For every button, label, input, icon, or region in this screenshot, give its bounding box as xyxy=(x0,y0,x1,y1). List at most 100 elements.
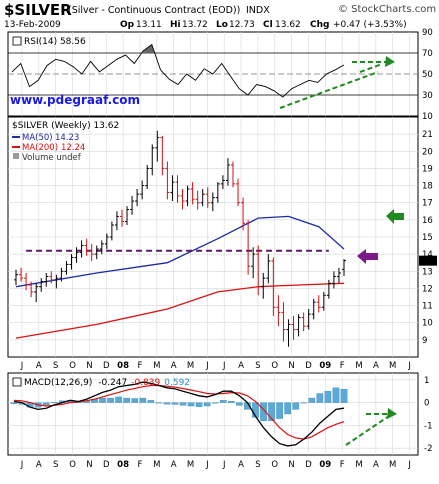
price-x-tick-label: A xyxy=(171,361,177,371)
price-x-tick-label: N xyxy=(86,361,92,371)
macd-histogram-bar xyxy=(195,402,203,407)
price-title: $SILVER (Weekly) 13.62 xyxy=(12,121,119,131)
rsi-y-tick-label: 30 xyxy=(422,91,433,101)
macd-histogram-bar xyxy=(155,402,163,404)
rsi-arrowhead-icon xyxy=(385,56,395,67)
macd-x-tick-label: 09 xyxy=(319,460,331,470)
rsi-y-tick-label: 70 xyxy=(422,49,433,59)
macd-x-tick-label: M xyxy=(153,460,160,470)
macd-histogram-bar xyxy=(228,401,235,403)
current-price-box xyxy=(419,255,437,266)
macd-x-tick-label: N xyxy=(288,460,294,470)
macd-histogram-bar xyxy=(211,402,219,404)
macd-histogram-bar xyxy=(10,402,18,404)
macd-y-tick-label: -2 xyxy=(424,444,432,454)
price-x-tick-label: 08 xyxy=(117,361,129,371)
macd-x-tick-label: F xyxy=(138,460,143,470)
macd-histogram-bar xyxy=(179,402,187,406)
open-label: Op xyxy=(120,20,135,30)
macd-histogram-bar xyxy=(316,393,324,403)
price-x-tick-label: F xyxy=(340,361,345,371)
price-x-tick-label: A xyxy=(373,361,379,371)
macd-arrowhead-icon xyxy=(387,408,397,419)
macd-x-tick-label: F xyxy=(340,460,345,470)
macd-histogram-bar xyxy=(324,391,332,403)
price-x-tick-label: D xyxy=(103,361,110,371)
macd-layer xyxy=(10,381,348,447)
price-x-tick-label: O xyxy=(271,361,278,371)
watermark: www.pdegraaf.com xyxy=(10,93,140,107)
macd-x-tick-label: A xyxy=(373,460,379,470)
macd-x-tick-label: S xyxy=(53,460,58,470)
rsi-y-tick-label: 50 xyxy=(422,70,433,80)
price-x-tick-label: M xyxy=(355,361,362,371)
price-x-tick-label: J xyxy=(407,361,411,371)
macd-y-tick-label: -1 xyxy=(424,421,432,431)
macd-x-tick-label: O xyxy=(69,460,76,470)
macd-x-tick-label: N xyxy=(86,460,92,470)
close-label: Cl xyxy=(263,20,273,30)
purple-arrow-icon xyxy=(357,249,378,264)
ma50-line xyxy=(15,215,345,288)
macd-histogram-bar xyxy=(147,400,155,403)
macd-x-tick-label: D xyxy=(305,460,312,470)
price-y-tick-label: 19 xyxy=(422,164,433,174)
macd-x-tick-label: D xyxy=(103,460,110,470)
price-x-tick-label: M xyxy=(187,361,194,371)
rsi-trend-arrow xyxy=(279,71,379,109)
macd-histogram-bar xyxy=(50,402,58,403)
ma200-line xyxy=(15,282,345,339)
change-value: +0.47 (+3.53%) xyxy=(333,20,407,30)
macd-panel xyxy=(7,372,419,456)
price-x-tick-label: S xyxy=(53,361,58,371)
rsi-line xyxy=(11,43,345,98)
price-x-tick-label: J xyxy=(20,361,24,371)
symbol-title: $SILVER xyxy=(4,1,72,19)
low-value: 12.73 xyxy=(229,20,255,30)
macd-title: MACD(12,26,9) -0.247 -0.839 0.592 xyxy=(24,378,190,388)
macd-histogram-bar xyxy=(99,397,106,403)
symbol-description: (Silver - Continuous Contract (EOD)) xyxy=(68,5,240,16)
ma200-legend-name: MA(200) xyxy=(22,143,58,153)
date-label: 13-Feb-2009 xyxy=(4,20,61,30)
price-x-tick-label: M xyxy=(153,361,160,371)
macd-x-tick-label: J xyxy=(205,460,209,470)
macd-histogram-bar xyxy=(308,397,316,403)
price-y-tick-label: 21 xyxy=(422,130,433,140)
price-x-tick-label: J xyxy=(205,361,209,371)
macd-histogram-bar xyxy=(139,397,147,403)
price-y-tick-label: 16 xyxy=(422,216,433,226)
macd-histogram-bar xyxy=(115,396,122,403)
macd-histogram-bar xyxy=(340,388,348,403)
price-x-tick-label: F xyxy=(138,361,143,371)
change-label: Chg xyxy=(310,20,329,30)
price-x-tick-label: S xyxy=(255,361,260,371)
macd-x-tick-label: A xyxy=(36,460,42,470)
exchange-label: INDX xyxy=(246,5,270,16)
price-x-tick-label: J xyxy=(222,361,226,371)
price-x-tick-label: 09 xyxy=(319,361,331,371)
macd-histogram-bar xyxy=(187,402,195,407)
price-x-tick-label: A xyxy=(36,361,42,371)
rsi-target-arrow xyxy=(352,61,388,73)
macd-histogram-bar xyxy=(123,397,130,403)
macd-x-tick-label: 08 xyxy=(117,460,129,470)
price-x-tick-label: N xyxy=(288,361,294,371)
price-y-tick-label: 14 xyxy=(422,250,433,260)
macd-histogram-bar xyxy=(131,398,139,403)
ma200-legend-value: 12.24 xyxy=(61,143,85,153)
ma50-legend-name: MA(50) xyxy=(22,133,53,143)
price-y-tick-label: 18 xyxy=(422,182,433,192)
macd-histogram-bar xyxy=(292,402,300,410)
macd-histogram-bar xyxy=(260,402,267,421)
volume-legend: Volume undef xyxy=(22,153,82,163)
price-x-tick-label: M xyxy=(389,361,396,371)
high-label: Hi xyxy=(170,20,181,30)
macd-histogram-bar xyxy=(332,387,340,403)
price-y-tick-label: 12 xyxy=(422,284,433,294)
macd-y-tick-label: 1 xyxy=(424,376,429,386)
macd-histogram-bar xyxy=(203,402,211,407)
price-layer xyxy=(14,130,437,347)
